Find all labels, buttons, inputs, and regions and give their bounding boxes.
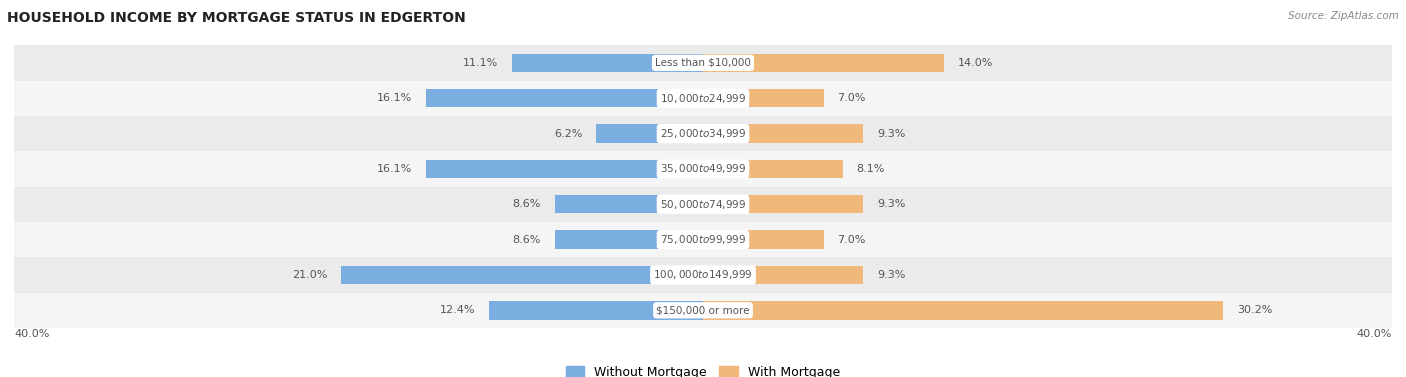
Text: 30.2%: 30.2% [1237,305,1272,315]
Text: Source: ZipAtlas.com: Source: ZipAtlas.com [1288,11,1399,21]
Text: $35,000 to $49,999: $35,000 to $49,999 [659,162,747,175]
Bar [555,230,703,249]
Bar [14,257,1392,293]
Bar [555,195,703,213]
Bar [703,301,1223,320]
Bar [512,54,703,72]
Text: $75,000 to $99,999: $75,000 to $99,999 [659,233,747,246]
Text: 14.0%: 14.0% [957,58,993,68]
Text: $150,000 or more: $150,000 or more [657,305,749,315]
Text: HOUSEHOLD INCOME BY MORTGAGE STATUS IN EDGERTON: HOUSEHOLD INCOME BY MORTGAGE STATUS IN E… [7,11,465,25]
Bar [14,81,1392,116]
Bar [489,301,703,320]
Text: 21.0%: 21.0% [292,270,328,280]
Text: $25,000 to $34,999: $25,000 to $34,999 [659,127,747,140]
Bar [703,266,863,284]
Bar [14,222,1392,257]
Text: 9.3%: 9.3% [877,199,905,209]
Bar [703,54,945,72]
Text: $100,000 to $149,999: $100,000 to $149,999 [654,268,752,282]
Text: 7.0%: 7.0% [838,234,866,245]
Bar [703,195,863,213]
Bar [703,89,824,107]
Bar [703,230,824,249]
Bar [14,45,1392,81]
Bar [342,266,703,284]
Text: 40.0%: 40.0% [14,329,49,339]
Bar [14,151,1392,187]
Bar [426,160,703,178]
Text: 8.6%: 8.6% [513,234,541,245]
Text: $10,000 to $24,999: $10,000 to $24,999 [659,92,747,105]
Text: 40.0%: 40.0% [1357,329,1392,339]
Text: 16.1%: 16.1% [377,93,412,103]
Text: 9.3%: 9.3% [877,129,905,139]
Bar [703,124,863,143]
Legend: Without Mortgage, With Mortgage: Without Mortgage, With Mortgage [561,361,845,377]
Bar [14,116,1392,151]
Text: 16.1%: 16.1% [377,164,412,174]
Bar [14,187,1392,222]
Text: 8.1%: 8.1% [856,164,884,174]
Text: 11.1%: 11.1% [463,58,498,68]
Bar [426,89,703,107]
Bar [596,124,703,143]
Text: 8.6%: 8.6% [513,199,541,209]
Text: Less than $10,000: Less than $10,000 [655,58,751,68]
Text: 6.2%: 6.2% [554,129,582,139]
Text: 7.0%: 7.0% [838,93,866,103]
Text: 9.3%: 9.3% [877,270,905,280]
Text: $50,000 to $74,999: $50,000 to $74,999 [659,198,747,211]
Text: 12.4%: 12.4% [440,305,475,315]
Bar [14,293,1392,328]
Bar [703,160,842,178]
